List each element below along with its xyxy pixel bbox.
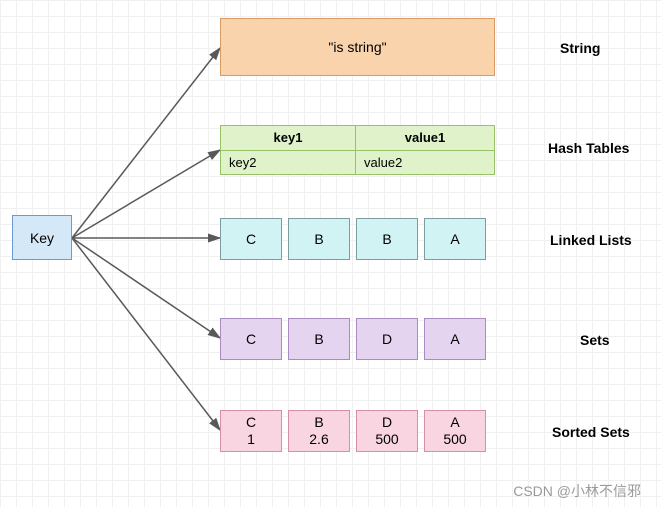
list-item: D500 [356,410,418,452]
list-item: C [220,218,282,260]
list-item: C1 [220,410,282,452]
list-item: A [424,218,486,260]
label-string: String [560,40,600,56]
list-item: B [288,218,350,260]
sorted-score: 500 [443,431,466,448]
hash-cell: key2 [221,150,355,174]
linked-list: CBBA [220,218,486,260]
hash-cell: value2 [355,150,494,174]
key-node: Key [12,215,72,260]
list-item: B [356,218,418,260]
list-item: A500 [424,410,486,452]
label-linked: Linked Lists [550,232,632,248]
sorted-key: D [382,414,392,431]
list-item: B2.6 [288,410,350,452]
sorted-key: C [246,414,256,431]
sorted-key: A [450,414,459,431]
list-item: D [356,318,418,360]
sorted-score: 500 [375,431,398,448]
hash-table: key1value1key2value2 [220,125,495,175]
list-item: B [288,318,350,360]
sorted-key: B [314,414,323,431]
watermark: CSDN @小林不信邪 [513,481,641,501]
string-value-box: "is string" [220,18,495,76]
hash-header-cell: value1 [355,126,494,150]
list-item: A [424,318,486,360]
sorted-score: 2.6 [309,431,328,448]
string-text: "is string" [328,39,386,55]
label-sets: Sets [580,332,610,348]
label-hash: Hash Tables [548,140,629,156]
label-sorted: Sorted Sets [552,424,630,440]
sorted-score: 1 [247,431,255,448]
list-item: C [220,318,282,360]
set-list: CBDA [220,318,486,360]
key-label: Key [30,230,54,246]
sorted-set: C1B2.6D500A500 [220,410,486,452]
hash-header-cell: key1 [221,126,355,150]
